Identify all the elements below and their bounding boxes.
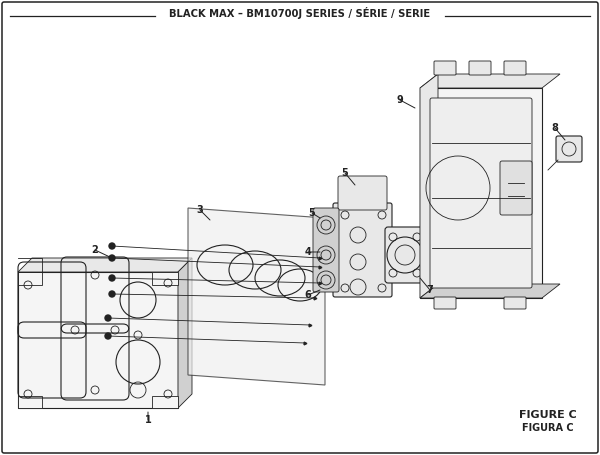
Polygon shape — [178, 258, 192, 408]
Polygon shape — [188, 208, 325, 385]
FancyBboxPatch shape — [333, 203, 392, 297]
FancyBboxPatch shape — [504, 61, 526, 75]
Circle shape — [105, 315, 111, 321]
Text: 6: 6 — [305, 290, 311, 300]
Text: FIGURA C: FIGURA C — [522, 423, 574, 433]
Text: 8: 8 — [551, 123, 559, 133]
Text: 1: 1 — [145, 415, 151, 425]
Polygon shape — [18, 272, 178, 408]
Polygon shape — [420, 284, 560, 298]
Polygon shape — [18, 396, 42, 408]
Polygon shape — [18, 258, 192, 272]
Circle shape — [109, 291, 115, 297]
Text: 5: 5 — [308, 208, 316, 218]
FancyBboxPatch shape — [338, 176, 387, 210]
Circle shape — [105, 333, 111, 339]
FancyBboxPatch shape — [430, 98, 532, 288]
Polygon shape — [420, 88, 542, 298]
Polygon shape — [152, 396, 178, 408]
Text: FIGURE C: FIGURE C — [519, 410, 577, 420]
Polygon shape — [420, 74, 438, 298]
Text: 3: 3 — [197, 205, 203, 215]
Text: 5: 5 — [341, 168, 349, 178]
Circle shape — [109, 255, 115, 261]
Polygon shape — [152, 272, 178, 285]
Circle shape — [109, 243, 115, 249]
Circle shape — [109, 275, 115, 281]
Polygon shape — [420, 74, 560, 88]
Text: 2: 2 — [92, 245, 98, 255]
Text: BLACK MAX – BM10700J SERIES / SÉRIE / SERIE: BLACK MAX – BM10700J SERIES / SÉRIE / SE… — [169, 7, 431, 19]
Text: 4: 4 — [305, 247, 311, 257]
FancyBboxPatch shape — [500, 161, 532, 215]
FancyBboxPatch shape — [434, 297, 456, 309]
FancyBboxPatch shape — [469, 61, 491, 75]
FancyBboxPatch shape — [504, 297, 526, 309]
FancyBboxPatch shape — [313, 208, 339, 292]
Polygon shape — [18, 272, 42, 285]
FancyBboxPatch shape — [385, 227, 426, 283]
FancyBboxPatch shape — [556, 136, 582, 162]
Text: 7: 7 — [427, 285, 433, 295]
Text: 9: 9 — [397, 95, 403, 105]
FancyBboxPatch shape — [434, 61, 456, 75]
